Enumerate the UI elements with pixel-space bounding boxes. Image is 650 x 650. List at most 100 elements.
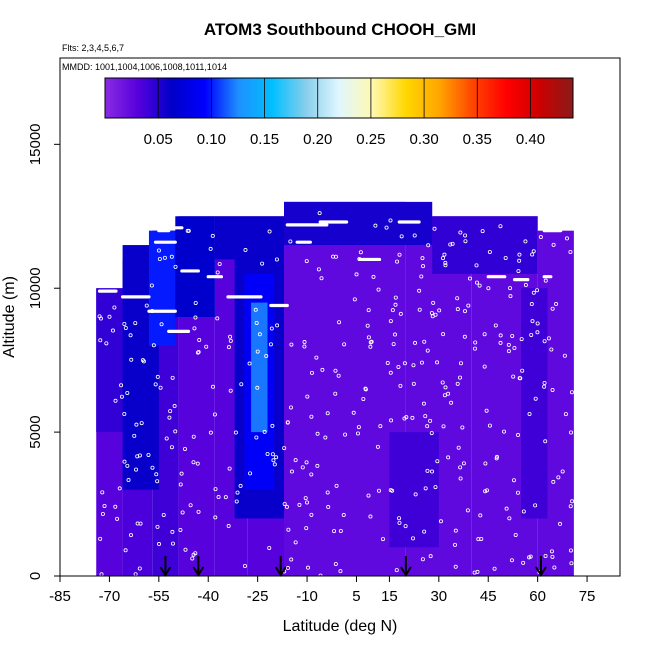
sample-point	[433, 485, 438, 490]
sample-point	[355, 431, 360, 436]
sample-point	[529, 302, 534, 307]
sample-point	[235, 490, 240, 495]
sample-point	[368, 340, 373, 345]
sample-point	[556, 475, 561, 480]
sample-point	[226, 524, 231, 529]
sample-point	[482, 364, 487, 369]
sample-point	[169, 254, 174, 259]
sample-point	[492, 566, 497, 571]
x-axis-label: Latitude (deg N)	[283, 618, 398, 635]
sample-point	[337, 320, 342, 325]
sample-point	[272, 462, 277, 467]
sample-point	[300, 465, 305, 470]
sample-point	[154, 472, 159, 477]
sample-point	[453, 528, 458, 533]
sample-point	[173, 429, 178, 434]
sample-point	[132, 433, 137, 438]
sample-point	[325, 490, 330, 495]
sample-point	[515, 490, 520, 495]
sample-point	[458, 476, 463, 481]
sample-point	[161, 512, 166, 517]
sample-point	[530, 252, 535, 257]
sample-point	[473, 340, 478, 345]
sample-point	[309, 414, 314, 419]
sample-point	[270, 452, 275, 457]
sample-point	[255, 349, 260, 354]
sample-point	[326, 505, 331, 510]
sample-point	[334, 483, 339, 488]
sample-point	[178, 527, 183, 532]
sample-point	[289, 557, 294, 562]
sample-point	[247, 361, 252, 366]
sample-point	[435, 360, 440, 365]
sample-point	[274, 257, 279, 262]
sample-point	[172, 404, 177, 409]
sample-point	[456, 445, 461, 450]
sample-point	[482, 332, 487, 337]
sample-point	[363, 387, 368, 392]
sample-point	[122, 459, 127, 464]
sample-point	[156, 248, 161, 253]
sample-point	[562, 353, 567, 358]
sample-point	[569, 561, 574, 566]
sample-points	[97, 211, 575, 576]
sample-point	[421, 264, 426, 269]
sample-point	[158, 385, 163, 390]
sample-point	[391, 342, 396, 347]
sample-point	[315, 463, 320, 468]
sample-point	[397, 520, 402, 525]
sample-point	[486, 286, 491, 291]
sample-point	[569, 430, 574, 435]
sample-point	[122, 412, 127, 417]
sample-point	[395, 259, 400, 264]
field-region-20	[432, 216, 538, 274]
sample-point	[144, 303, 149, 308]
sample-point	[117, 486, 122, 491]
sample-point	[342, 342, 347, 347]
sample-point	[483, 489, 488, 494]
sample-point	[455, 381, 460, 386]
sample-point	[478, 513, 483, 518]
sample-point	[503, 255, 508, 260]
sample-point	[358, 250, 363, 255]
sample-point	[393, 302, 398, 307]
sample-point	[435, 459, 440, 464]
sample-point	[238, 483, 243, 488]
colorbar-tick-label: 0.35	[463, 131, 492, 148]
sample-point	[397, 516, 402, 521]
colorbar-tick-label: 0.20	[303, 131, 332, 148]
y-tick-label: 0	[27, 572, 44, 580]
sample-point	[483, 461, 488, 466]
sample-point	[535, 321, 540, 326]
sample-point	[169, 445, 174, 450]
sample-point	[98, 338, 103, 343]
sample-point	[428, 418, 433, 423]
sample-point	[543, 553, 548, 558]
sample-point	[113, 398, 118, 403]
sample-point	[508, 286, 513, 291]
sample-point	[286, 527, 291, 532]
sample-point	[417, 288, 422, 293]
sample-point	[323, 435, 328, 440]
sample-point	[100, 490, 105, 495]
sample-point	[227, 466, 232, 471]
sample-point	[411, 381, 416, 386]
sample-point	[98, 316, 103, 321]
sample-point	[558, 521, 563, 526]
sample-point	[191, 460, 196, 465]
sample-point	[458, 361, 463, 366]
sample-point	[162, 255, 167, 260]
sample-point	[510, 333, 515, 338]
sample-point	[502, 429, 507, 434]
sample-point	[366, 493, 371, 498]
sample-point	[150, 465, 155, 470]
sample-point	[396, 364, 401, 369]
sample-point	[135, 454, 140, 459]
sample-point	[129, 533, 134, 538]
sample-point	[527, 411, 532, 416]
sample-point	[388, 319, 393, 324]
colorbar-tick-label: 0.05	[144, 131, 173, 148]
colorbar-tick-label: 0.15	[250, 131, 279, 148]
sample-point	[523, 283, 528, 288]
sample-point	[167, 415, 172, 420]
